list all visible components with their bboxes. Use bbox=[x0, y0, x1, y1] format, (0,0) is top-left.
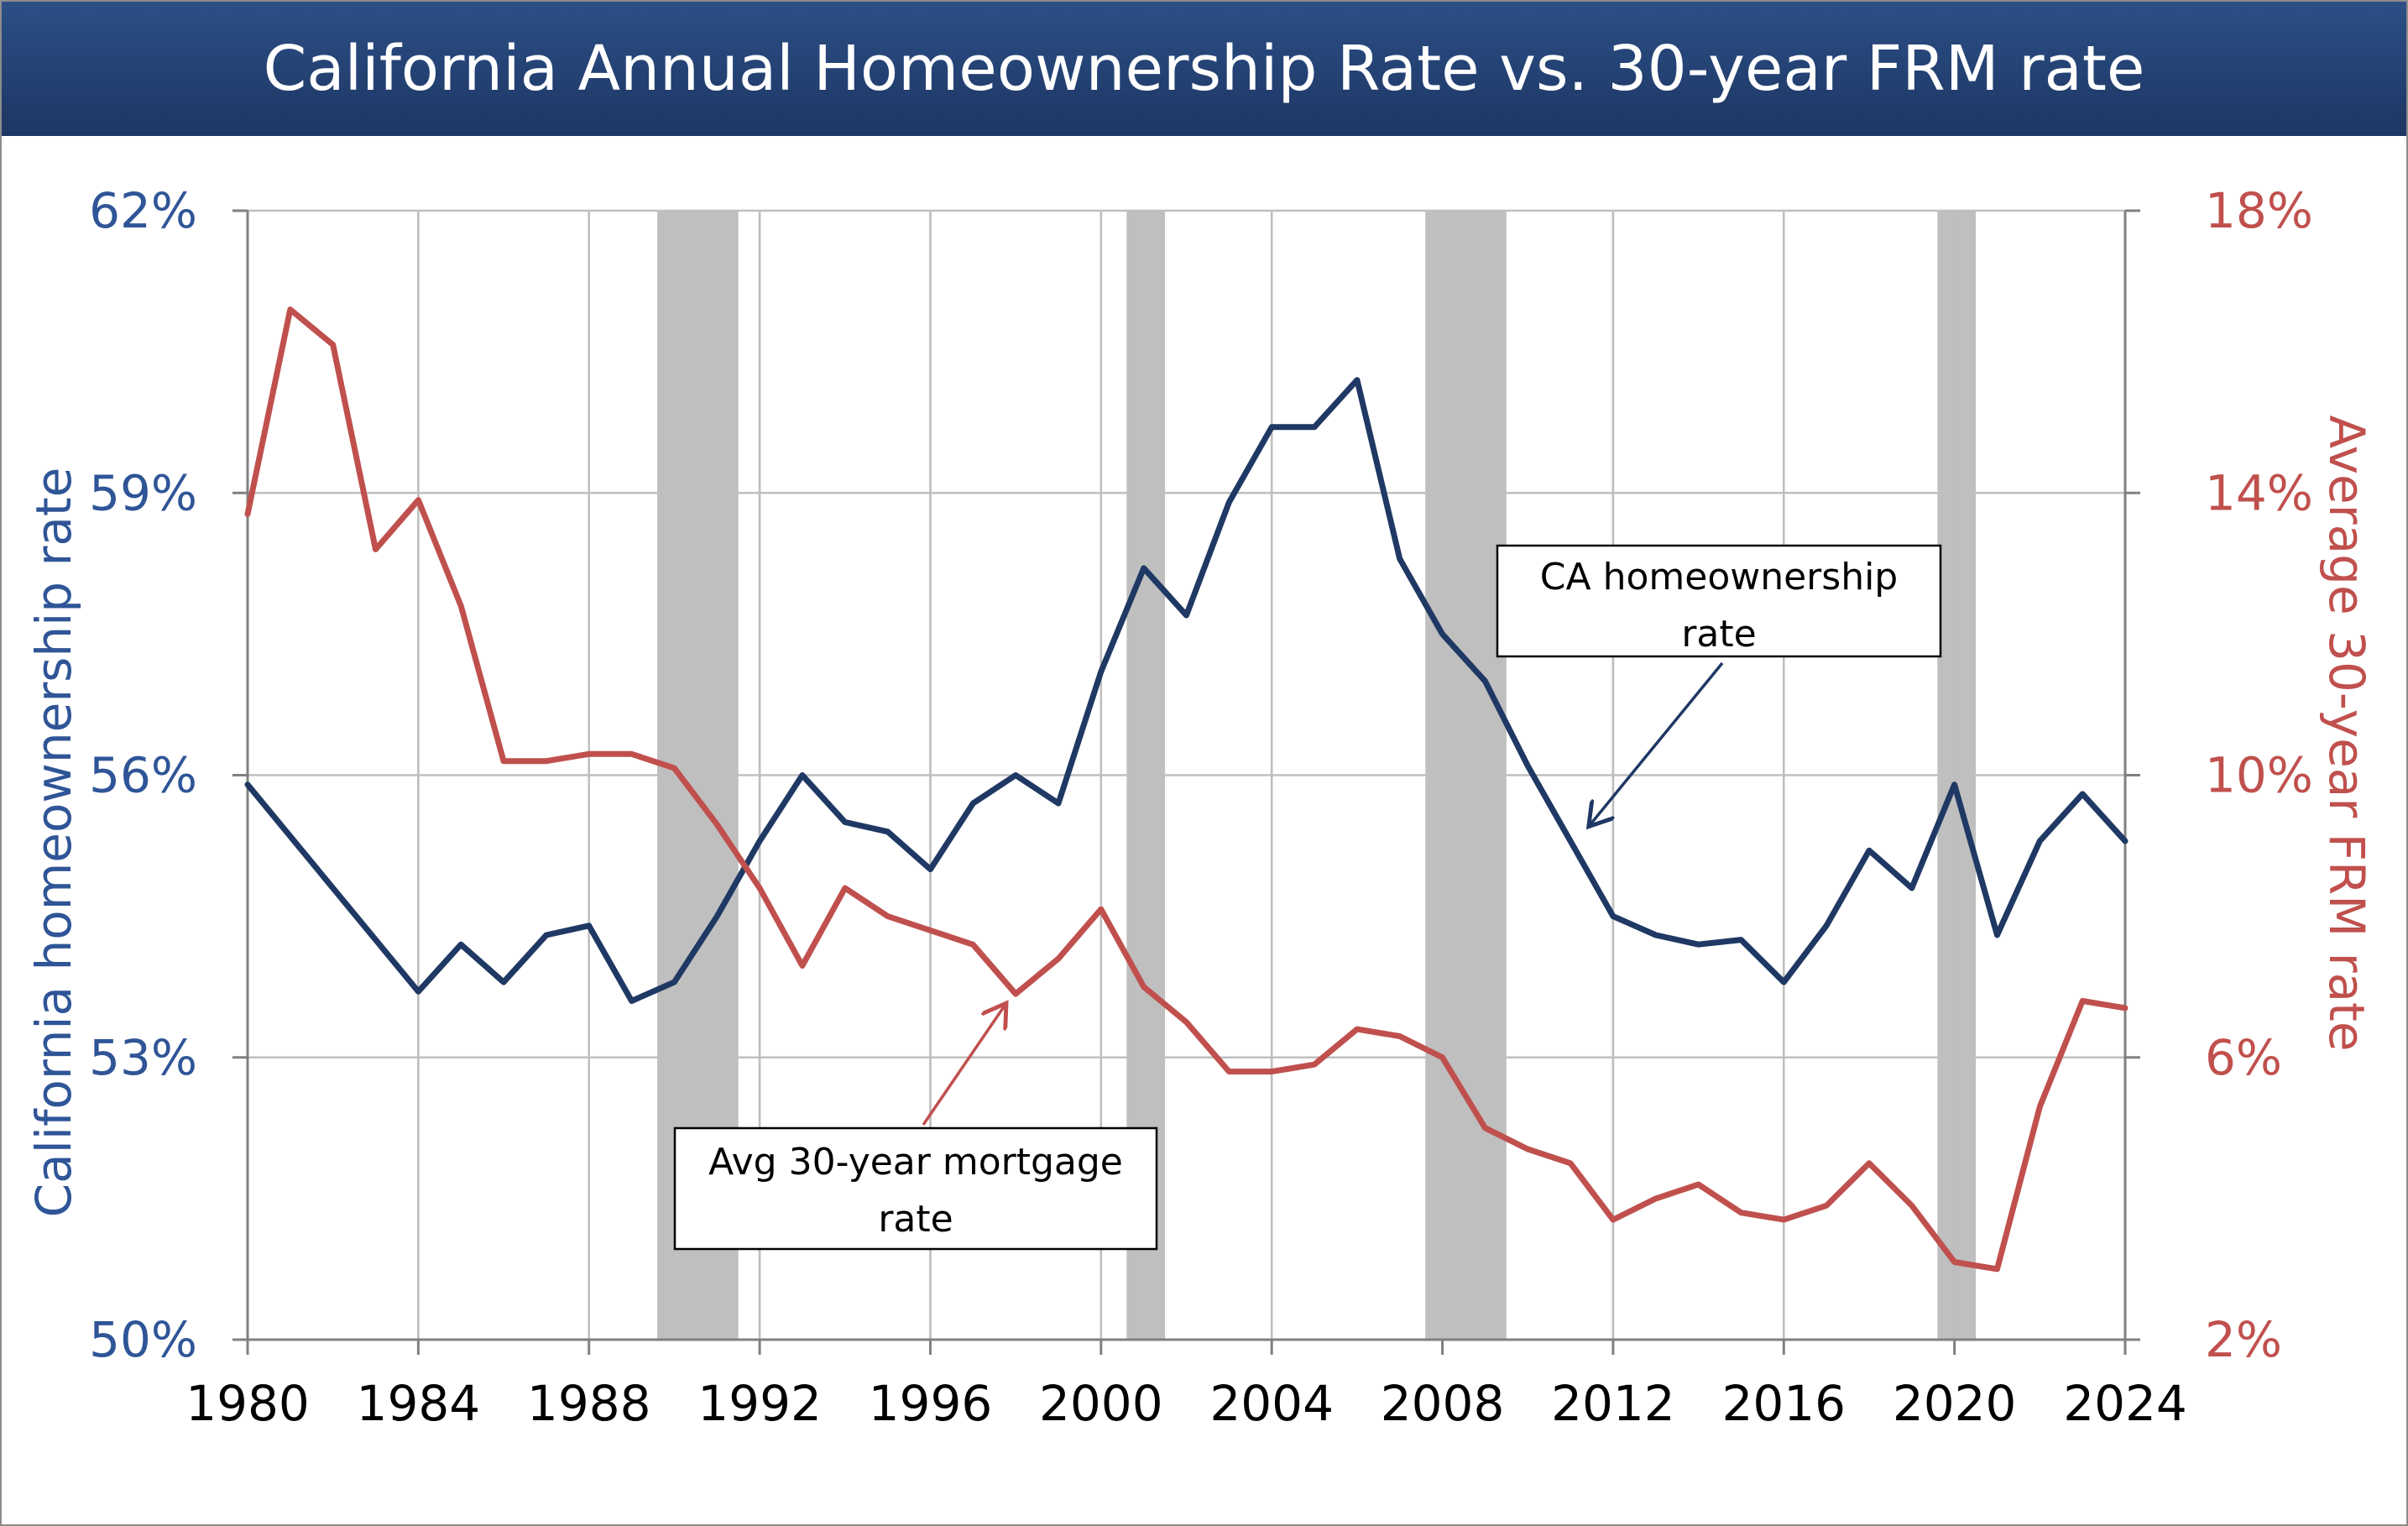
x-tick-label-3: 1992 bbox=[697, 1375, 822, 1432]
axes: 50% 53% 56% 59% 62% 2% 6% 10% 14% 18% 1980 1984 1988… bbox=[25, 182, 2375, 1432]
x-tick-label-5: 2000 bbox=[1039, 1375, 1163, 1432]
x-tick-label-7: 2008 bbox=[1381, 1375, 1505, 1432]
callout-mortgage-line1: Avg 30-year mortgage bbox=[708, 1141, 1123, 1184]
x-tick-label-8: 2012 bbox=[1551, 1375, 1675, 1432]
x-tick-label-10: 2020 bbox=[1893, 1375, 2017, 1432]
callout-mortgage-box bbox=[673, 1126, 1158, 1251]
right-tick-label-2: 10% bbox=[2205, 747, 2313, 804]
callout-homeownership-box bbox=[1496, 544, 1942, 658]
left-tick-label-1: 53% bbox=[89, 1029, 197, 1086]
callout-homeownership-line1: CA homeownership rate bbox=[1540, 556, 1898, 656]
series-lines bbox=[244, 306, 2129, 1273]
x-tick-label-0: 1980 bbox=[185, 1375, 310, 1432]
x-tick-label-1: 1984 bbox=[357, 1375, 481, 1432]
x-tick-label-4: 1996 bbox=[869, 1375, 993, 1432]
right-tick-label-0: 2% bbox=[2205, 1311, 2282, 1368]
x-tick-label-11: 2024 bbox=[2063, 1375, 2187, 1432]
callouts: CA homeownership rate Avg 30-year mortgag… bbox=[673, 544, 1942, 1251]
right-tick-label-4: 18% bbox=[2205, 182, 2313, 239]
left-tick-label-4: 62% bbox=[89, 182, 197, 239]
callout-mortgage-line2: rate bbox=[878, 1198, 953, 1241]
x-tick-label-6: 2004 bbox=[1209, 1375, 1334, 1432]
callout-mortgage-arrow bbox=[922, 1006, 1005, 1126]
x-tick-label-2: 1988 bbox=[527, 1375, 651, 1432]
title-bar: California Annual Homeownership Rate vs.… bbox=[2, 2, 2406, 136]
left-tick-label-2: 56% bbox=[89, 747, 197, 804]
right-tick-label-3: 14% bbox=[2205, 464, 2313, 521]
series-line-mortgage-rate bbox=[244, 306, 2129, 1273]
chart-title: California Annual Homeownership Rate vs.… bbox=[263, 33, 2145, 105]
left-tick-label-0: 50% bbox=[89, 1311, 197, 1368]
x-tick-label-9: 2016 bbox=[1721, 1375, 1846, 1432]
callout-homeownership-arrow bbox=[1591, 661, 1724, 824]
right-axis-title: Average 30-year FRM rate bbox=[2318, 415, 2375, 1051]
gridlines bbox=[246, 209, 2127, 1341]
left-tick-label-3: 59% bbox=[89, 464, 197, 521]
right-tick-label-1: 6% bbox=[2205, 1029, 2282, 1086]
series-line-homeownership bbox=[244, 377, 2129, 1004]
left-axis-title: California homeownership rate bbox=[25, 468, 82, 1218]
